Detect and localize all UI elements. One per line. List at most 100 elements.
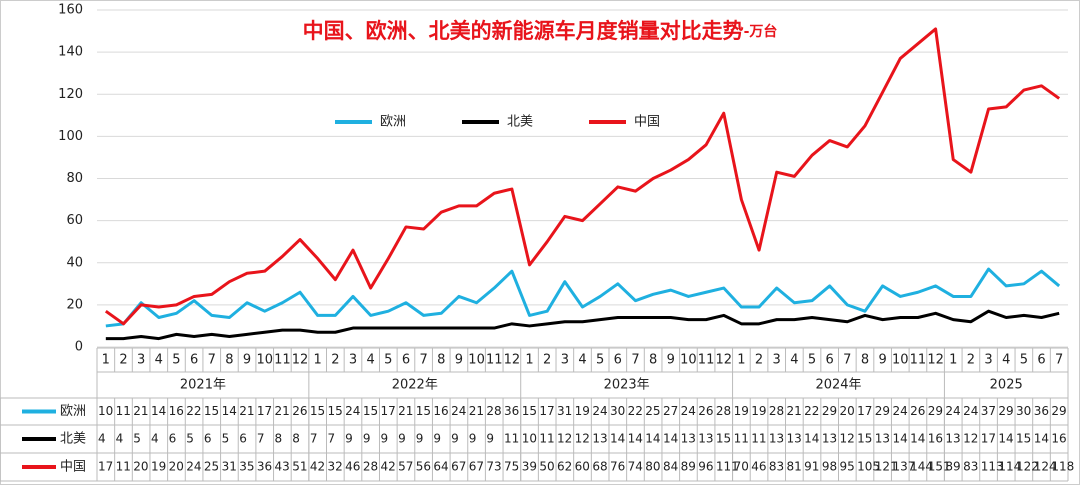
table-cell: 42 (310, 460, 325, 474)
table-cell: 15 (522, 404, 537, 418)
table-cell: 11 (539, 432, 554, 446)
table-cell: 14 (610, 432, 625, 446)
table-cell: 22 (804, 404, 819, 418)
table-cell: 16 (928, 432, 943, 446)
table-cell: 37 (981, 404, 996, 418)
x-tick-label: 11 (698, 353, 715, 368)
x-tick-label: 5 (808, 353, 816, 368)
table-cell: 25 (204, 460, 219, 474)
x-tick-label: 12 (292, 353, 309, 368)
table-cell: 20 (839, 404, 854, 418)
table-cell: 137 (892, 460, 915, 474)
x-tick-label: 7 (419, 353, 427, 368)
table-cell: 14 (1034, 432, 1049, 446)
year-label: 2021年 (180, 378, 226, 393)
table-cell: 24 (945, 404, 960, 418)
table-cell: 24 (186, 460, 201, 474)
table-cell: 24 (963, 404, 978, 418)
table-cell: 12 (575, 432, 590, 446)
table-cell: 6 (169, 432, 177, 446)
table-cell: 8 (292, 432, 300, 446)
table-cell: 12 (557, 432, 572, 446)
x-tick-label: 10 (468, 353, 485, 368)
series-line (105, 267, 1061, 328)
x-tick-label: 4 (1002, 353, 1010, 368)
x-tick-label: 2 (543, 353, 551, 368)
table-cell: 39 (522, 460, 537, 474)
table-cell: 20 (169, 460, 184, 474)
x-tick-label: 8 (861, 353, 869, 368)
table-cell: 5 (133, 432, 141, 446)
year-label: 2024年 (815, 378, 861, 393)
legend-label: 欧洲 (380, 115, 406, 130)
x-tick-label: 9 (878, 353, 886, 368)
table-cell: 28 (486, 404, 501, 418)
table-cell: 21 (469, 404, 484, 418)
table-cell: 31 (222, 460, 237, 474)
x-tick-label: 1 (737, 353, 745, 368)
table-cell: 46 (751, 460, 766, 474)
table-cell: 17 (981, 432, 996, 446)
table-cell: 14 (910, 432, 925, 446)
table-cell: 15 (328, 404, 343, 418)
table-cell: 15 (416, 404, 431, 418)
table-cell: 74 (628, 460, 643, 474)
series-line (104, 27, 1061, 326)
x-tick-label: 2 (967, 353, 975, 368)
table-cell: 22 (186, 404, 201, 418)
x-tick-label: 6 (190, 353, 198, 368)
table-cell: 15 (716, 432, 731, 446)
table-cell: 11 (116, 404, 131, 418)
x-tick-label: 5 (596, 353, 604, 368)
table-cell: 17 (857, 404, 872, 418)
x-tick-label: 1 (525, 353, 533, 368)
year-label: 2025 (990, 378, 1023, 393)
y-tick-label: 120 (58, 87, 83, 102)
table-cell: 14 (892, 432, 907, 446)
table-cell: 9 (398, 432, 406, 446)
table-cell: 64 (433, 460, 448, 474)
table-cell: 11 (116, 460, 131, 474)
table-cell: 9 (469, 432, 477, 446)
x-tick-label: 12 (504, 353, 521, 368)
table-cell: 6 (204, 432, 212, 446)
table-cell: 7 (310, 432, 318, 446)
table-cell: 17 (380, 404, 395, 418)
table-cell: 30 (610, 404, 625, 418)
table-cell: 21 (239, 404, 254, 418)
table-cell: 15 (310, 404, 325, 418)
table-cell: 28 (363, 460, 378, 474)
table-cell: 26 (910, 404, 925, 418)
y-tick-label: 40 (66, 255, 83, 270)
y-tick-label: 0 (75, 340, 83, 355)
table-cell: 24 (592, 404, 607, 418)
table-series-name: 北美 (60, 432, 86, 447)
x-tick-label: 6 (614, 353, 622, 368)
x-tick-label: 6 (1037, 353, 1045, 368)
table-cell: 13 (945, 432, 960, 446)
x-tick-label: 11 (274, 353, 291, 368)
table-cell: 5 (186, 432, 194, 446)
table-cell: 15 (1016, 432, 1031, 446)
table-cell: 9 (380, 432, 388, 446)
table-cell: 113 (981, 460, 1004, 474)
table-cell: 9 (345, 432, 353, 446)
table-cell: 17 (257, 404, 272, 418)
table-cell: 114 (998, 460, 1021, 474)
table-cell: 36 (504, 404, 519, 418)
table-cell: 36 (257, 460, 272, 474)
y-tick-label: 20 (66, 297, 83, 312)
table-cell: 12 (963, 432, 978, 446)
y-tick-label: 140 (58, 45, 83, 60)
table-cell: 22 (628, 404, 643, 418)
table-cell: 76 (610, 460, 625, 474)
table-cell: 46 (345, 460, 360, 474)
table-series-name: 欧洲 (60, 404, 86, 419)
table-cell: 9 (433, 432, 441, 446)
x-tick-label: 10 (256, 353, 273, 368)
x-tick-label: 4 (790, 353, 798, 368)
table-cell: 83 (769, 460, 784, 474)
x-tick-label: 3 (984, 353, 992, 368)
